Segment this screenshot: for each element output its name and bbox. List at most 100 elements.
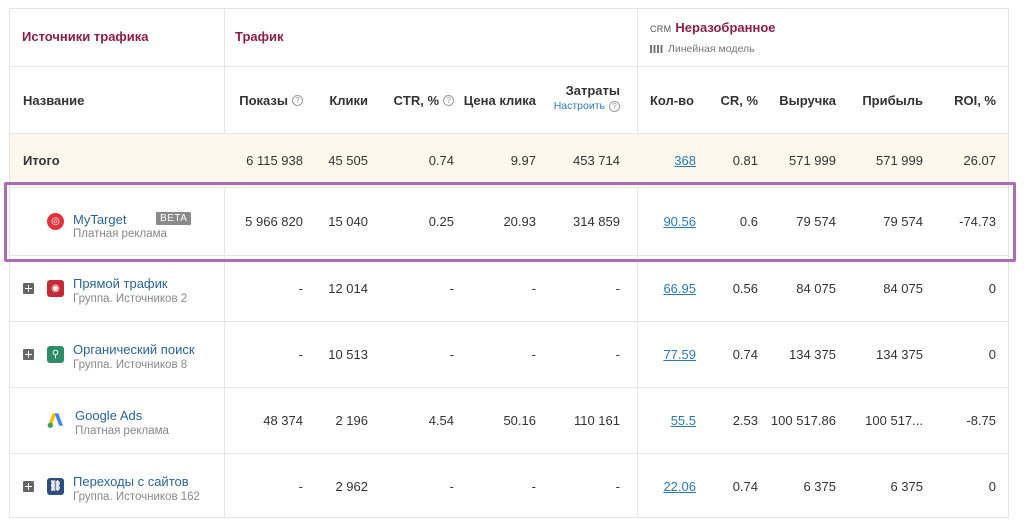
col-roi[interactable]: ROI, % bbox=[954, 93, 996, 108]
divider bbox=[224, 9, 225, 517]
profit: 84 075 bbox=[883, 281, 923, 296]
col-cr[interactable]: CR, % bbox=[720, 93, 758, 108]
cost: - bbox=[615, 479, 620, 494]
cost: - bbox=[615, 281, 620, 296]
source-cell: Google Ads Платная реклама bbox=[10, 388, 224, 453]
total-profit: 571 999 bbox=[876, 153, 923, 168]
attribution-model[interactable]: Линейная модель bbox=[650, 43, 755, 55]
roi: 0 bbox=[988, 347, 996, 362]
impressions: 48 374 bbox=[263, 413, 303, 428]
source-cell: ◎ MyTarget BETA Платная реклама bbox=[10, 188, 224, 255]
impressions: 5 966 820 bbox=[245, 214, 303, 229]
divider bbox=[10, 321, 1008, 322]
total-cost: 453 714 bbox=[573, 153, 620, 168]
revenue: 100 517.86 bbox=[770, 413, 836, 428]
roi: 0 bbox=[988, 281, 996, 296]
cpc: 20.93 bbox=[503, 214, 536, 229]
source-cell: ◉ Прямой трафик Группа. Источников 2 bbox=[10, 256, 224, 321]
configure-link[interactable]: Настроить bbox=[553, 100, 605, 112]
profit: 100 517... bbox=[865, 413, 923, 428]
expand-icon[interactable] bbox=[23, 283, 34, 294]
expand-icon[interactable] bbox=[23, 349, 34, 360]
count-link[interactable]: 77.59 bbox=[663, 347, 696, 362]
col-cpc[interactable]: Цена клика bbox=[463, 93, 536, 108]
table-row: Google Ads Платная реклама 48 374 2 196 … bbox=[10, 388, 1008, 453]
col-profit[interactable]: Прибыль bbox=[862, 93, 923, 108]
total-cpc: 9.97 bbox=[510, 153, 536, 168]
help-icon[interactable]: ? bbox=[292, 95, 303, 106]
clicks: 2 962 bbox=[335, 479, 368, 494]
profit: 79 574 bbox=[883, 214, 923, 229]
cost: - bbox=[615, 347, 620, 362]
expand-icon[interactable] bbox=[23, 481, 34, 492]
total-ctr: 0.74 bbox=[428, 153, 454, 168]
table-row: ⚲ Органический поиск Группа. Источников … bbox=[10, 322, 1008, 387]
count-link[interactable]: 66.95 bbox=[663, 281, 696, 296]
source-name-link[interactable]: Google Ads bbox=[75, 408, 143, 423]
ctr: - bbox=[449, 347, 454, 362]
count-link[interactable]: 90.56 bbox=[663, 214, 696, 229]
revenue: 6 375 bbox=[803, 479, 836, 494]
cr: 2.53 bbox=[732, 413, 758, 428]
group-header-sources: Источники трафика bbox=[22, 29, 149, 44]
source-subtitle: Группа. Источников 162 bbox=[73, 491, 200, 503]
source-subtitle: Платная реклама bbox=[75, 425, 169, 437]
source-name-link[interactable]: Прямой трафик bbox=[73, 276, 168, 291]
col-clicks[interactable]: Клики bbox=[329, 93, 368, 108]
impressions: - bbox=[298, 281, 303, 296]
beta-badge: BETA bbox=[156, 212, 192, 225]
divider bbox=[10, 255, 1008, 256]
cr: 0.74 bbox=[732, 347, 758, 362]
cost: 110 161 bbox=[573, 413, 620, 428]
col-ctr[interactable]: CTR, %? bbox=[370, 67, 454, 134]
roi: -8.75 bbox=[966, 413, 996, 428]
col-cost[interactable]: Затраты Настроить? bbox=[553, 83, 620, 112]
traffic-sources-table: Источники трафика Трафик CRM Неразобранно… bbox=[9, 8, 1009, 518]
roi: 0 bbox=[988, 479, 996, 494]
crm-title[interactable]: Неразобранное bbox=[675, 20, 776, 35]
count-link[interactable]: 22.06 bbox=[663, 479, 696, 494]
divider bbox=[10, 453, 1008, 454]
col-revenue[interactable]: Выручка bbox=[779, 93, 836, 108]
help-icon[interactable]: ? bbox=[609, 101, 620, 112]
total-row: Итого 6 115 938 45 505 0.74 9.97 453 714… bbox=[10, 134, 1008, 187]
table-row: ◎ MyTarget BETA Платная реклама 5 966 82… bbox=[10, 188, 1008, 255]
divider bbox=[10, 133, 1008, 134]
clicks: 2 196 bbox=[335, 413, 368, 428]
col-name[interactable]: Название bbox=[23, 93, 85, 108]
total-count[interactable]: 368 bbox=[674, 153, 696, 168]
ctr: - bbox=[449, 479, 454, 494]
ctr: 0.25 bbox=[428, 214, 454, 229]
help-icon[interactable]: ? bbox=[443, 95, 454, 106]
count-link[interactable]: 55.5 bbox=[670, 413, 696, 428]
source-cell: ⚲ Органический поиск Группа. Источников … bbox=[10, 322, 224, 387]
cr: 0.56 bbox=[732, 281, 758, 296]
google-ads-icon bbox=[47, 413, 64, 428]
cpc: - bbox=[531, 347, 536, 362]
revenue: 79 574 bbox=[796, 214, 836, 229]
cr: 0.74 bbox=[732, 479, 758, 494]
source-subtitle: Группа. Источников 8 bbox=[73, 359, 188, 371]
cost: 314 859 bbox=[573, 214, 620, 229]
clicks: 15 040 bbox=[328, 214, 368, 229]
direct-icon: ◉ bbox=[47, 280, 64, 297]
roi: -74.73 bbox=[959, 214, 996, 229]
source-name-link[interactable]: Переходы с сайтов bbox=[73, 474, 189, 489]
profit: 134 375 bbox=[876, 347, 923, 362]
table-row: ◉ Прямой трафик Группа. Источников 2 - 1… bbox=[10, 256, 1008, 321]
source-subtitle: Платная реклама bbox=[73, 228, 167, 240]
total-roi: 26.07 bbox=[963, 153, 996, 168]
revenue: 84 075 bbox=[796, 281, 836, 296]
cr: 0.6 bbox=[739, 214, 758, 229]
impressions: - bbox=[298, 479, 303, 494]
source-name-link[interactable]: MyTarget bbox=[73, 212, 127, 227]
impressions: - bbox=[298, 347, 303, 362]
table-row: ⛓ Переходы с сайтов Группа. Источников 1… bbox=[10, 454, 1008, 519]
cpc: - bbox=[531, 281, 536, 296]
col-count[interactable]: Кол-во bbox=[650, 93, 694, 108]
group-header-crm: CRM Неразобранное Линейная модель bbox=[638, 9, 1010, 66]
source-name-link[interactable]: Органический поиск bbox=[73, 342, 195, 357]
ctr: 4.54 bbox=[428, 413, 454, 428]
total-cr: 0.81 bbox=[732, 153, 758, 168]
col-impressions[interactable]: Показы? bbox=[225, 67, 303, 134]
